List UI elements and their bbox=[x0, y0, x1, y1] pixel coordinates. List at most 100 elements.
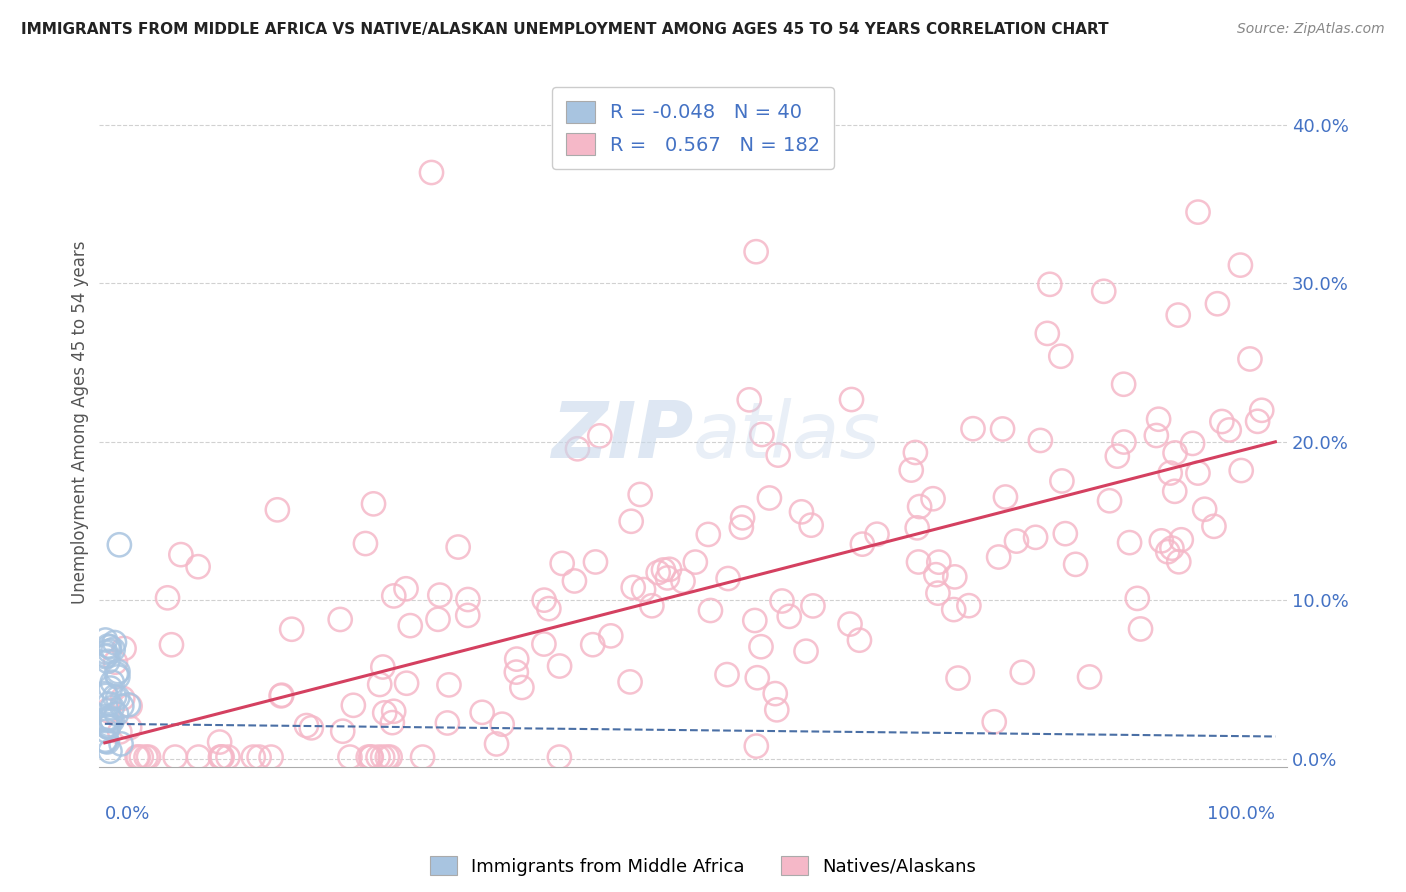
Point bbox=[217, 750, 239, 764]
Point bbox=[928, 555, 950, 569]
Point bbox=[491, 717, 513, 731]
Point bbox=[1147, 412, 1170, 426]
Point bbox=[170, 548, 193, 562]
Point bbox=[1078, 670, 1101, 684]
Point bbox=[745, 244, 768, 259]
Point bbox=[96, 648, 118, 663]
Point bbox=[905, 521, 928, 535]
Point bbox=[94, 687, 117, 701]
Point bbox=[187, 559, 209, 574]
Point bbox=[135, 750, 157, 764]
Point bbox=[747, 671, 769, 685]
Point bbox=[1194, 502, 1216, 516]
Point bbox=[107, 670, 129, 684]
Point bbox=[360, 750, 382, 764]
Point bbox=[209, 750, 232, 764]
Point bbox=[1164, 484, 1187, 499]
Point bbox=[117, 698, 139, 712]
Point bbox=[652, 563, 675, 577]
Point bbox=[904, 445, 927, 459]
Point bbox=[848, 633, 870, 648]
Text: IMMIGRANTS FROM MIDDLE AFRICA VS NATIVE/ALASKAN UNEMPLOYMENT AMONG AGES 45 TO 54: IMMIGRANTS FROM MIDDLE AFRICA VS NATIVE/… bbox=[21, 22, 1109, 37]
Point bbox=[471, 706, 494, 720]
Point bbox=[209, 750, 232, 764]
Point bbox=[1181, 436, 1204, 450]
Point bbox=[98, 713, 121, 727]
Point bbox=[925, 567, 948, 582]
Point bbox=[641, 599, 664, 613]
Point bbox=[751, 427, 773, 442]
Point bbox=[790, 505, 813, 519]
Point bbox=[766, 448, 789, 462]
Point bbox=[716, 667, 738, 681]
Point bbox=[778, 609, 800, 624]
Point bbox=[505, 665, 527, 680]
Point bbox=[1230, 464, 1253, 478]
Point bbox=[731, 511, 754, 525]
Point bbox=[699, 603, 721, 617]
Point bbox=[758, 491, 780, 505]
Point bbox=[112, 641, 135, 656]
Point bbox=[657, 571, 679, 585]
Point bbox=[1159, 466, 1181, 480]
Point bbox=[399, 618, 422, 632]
Point bbox=[100, 681, 122, 695]
Point bbox=[357, 750, 380, 764]
Point bbox=[1164, 446, 1187, 460]
Point bbox=[744, 614, 766, 628]
Point bbox=[946, 671, 969, 685]
Point bbox=[1218, 423, 1240, 437]
Point bbox=[105, 707, 128, 722]
Point bbox=[270, 688, 292, 702]
Point bbox=[211, 750, 233, 764]
Point bbox=[658, 562, 681, 576]
Point bbox=[101, 714, 124, 728]
Point bbox=[107, 690, 129, 705]
Point bbox=[839, 617, 862, 632]
Point bbox=[429, 588, 451, 602]
Point bbox=[697, 527, 720, 541]
Point bbox=[1246, 414, 1268, 428]
Point bbox=[510, 681, 533, 695]
Point bbox=[599, 629, 621, 643]
Point bbox=[382, 704, 405, 718]
Point bbox=[339, 750, 361, 764]
Point bbox=[94, 733, 117, 747]
Point bbox=[1036, 326, 1059, 341]
Point bbox=[360, 750, 382, 764]
Point bbox=[1126, 591, 1149, 606]
Point bbox=[801, 599, 824, 613]
Text: ZIP: ZIP bbox=[551, 398, 693, 474]
Point bbox=[943, 570, 966, 584]
Point bbox=[342, 698, 364, 713]
Point bbox=[589, 429, 612, 443]
Point bbox=[105, 666, 128, 681]
Point bbox=[619, 674, 641, 689]
Point bbox=[97, 720, 120, 734]
Point bbox=[412, 750, 434, 764]
Point bbox=[103, 635, 125, 649]
Point bbox=[1039, 277, 1062, 292]
Point bbox=[381, 715, 404, 730]
Legend: R = -0.048   N = 40, R =   0.567   N = 182: R = -0.048 N = 40, R = 0.567 N = 182 bbox=[553, 87, 834, 169]
Point bbox=[485, 737, 508, 751]
Point bbox=[98, 697, 121, 711]
Point bbox=[96, 735, 118, 749]
Point bbox=[94, 633, 117, 648]
Point bbox=[98, 644, 121, 658]
Point bbox=[98, 711, 121, 725]
Point bbox=[96, 724, 118, 739]
Point bbox=[94, 734, 117, 748]
Point bbox=[763, 687, 786, 701]
Point bbox=[1229, 258, 1251, 272]
Point bbox=[378, 750, 401, 764]
Point bbox=[110, 737, 132, 751]
Point bbox=[120, 698, 142, 713]
Point bbox=[101, 675, 124, 690]
Point bbox=[770, 594, 793, 608]
Point bbox=[962, 422, 984, 436]
Point bbox=[1150, 533, 1173, 548]
Point bbox=[585, 555, 607, 569]
Point bbox=[280, 622, 302, 636]
Point bbox=[1211, 415, 1233, 429]
